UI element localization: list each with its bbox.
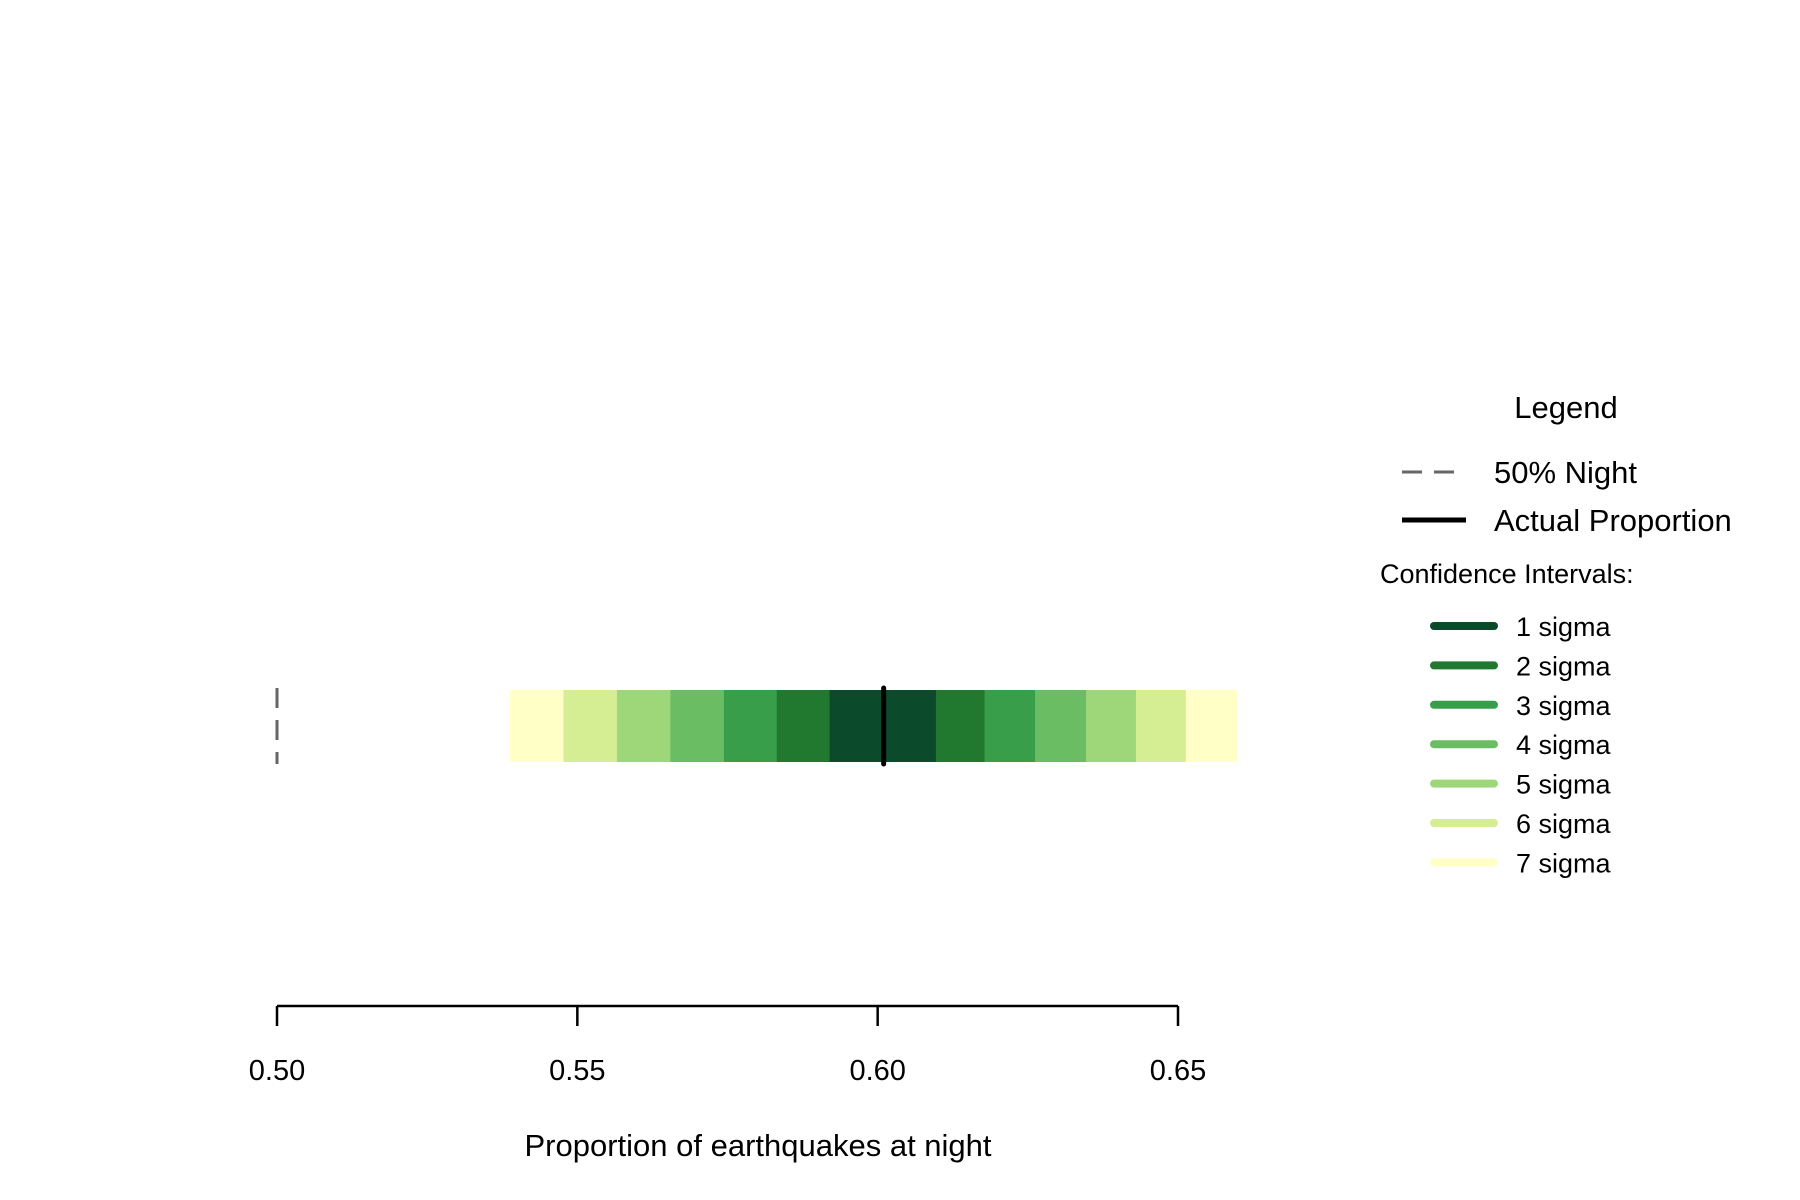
x-tick-label: 0.55 xyxy=(549,1055,605,1087)
legend-label-2-sigma: 2 sigma xyxy=(1516,651,1612,681)
legend-label-5-sigma: 5 sigma xyxy=(1516,770,1612,800)
legend-title: Legend xyxy=(1514,390,1617,425)
legend-label-4-sigma: 4 sigma xyxy=(1516,730,1612,760)
legend: Legend Confidence Intervals: 50% Night Ac… xyxy=(1380,390,1732,878)
x-axis: 0.50 0.55 0.60 0.65 xyxy=(249,1004,1206,1087)
legend-ci-subtitle: Confidence Intervals: xyxy=(1380,559,1634,589)
legend-label-3-sigma: 3 sigma xyxy=(1516,691,1612,721)
x-axis-title: Proportion of earthquakes at night xyxy=(524,1128,991,1163)
legend-reference-label: 50% Night xyxy=(1494,455,1637,490)
legend-label-6-sigma: 6 sigma xyxy=(1516,809,1612,839)
interval-bands xyxy=(510,690,1237,762)
legend-actual-label: Actual Proportion xyxy=(1494,503,1732,538)
legend-label-1-sigma: 1 sigma xyxy=(1516,612,1612,642)
x-tick-label: 0.65 xyxy=(1150,1055,1206,1087)
x-tick-label: 0.50 xyxy=(249,1055,305,1087)
legend-label-7-sigma: 7 sigma xyxy=(1516,848,1612,878)
x-tick-label: 0.60 xyxy=(849,1055,905,1087)
